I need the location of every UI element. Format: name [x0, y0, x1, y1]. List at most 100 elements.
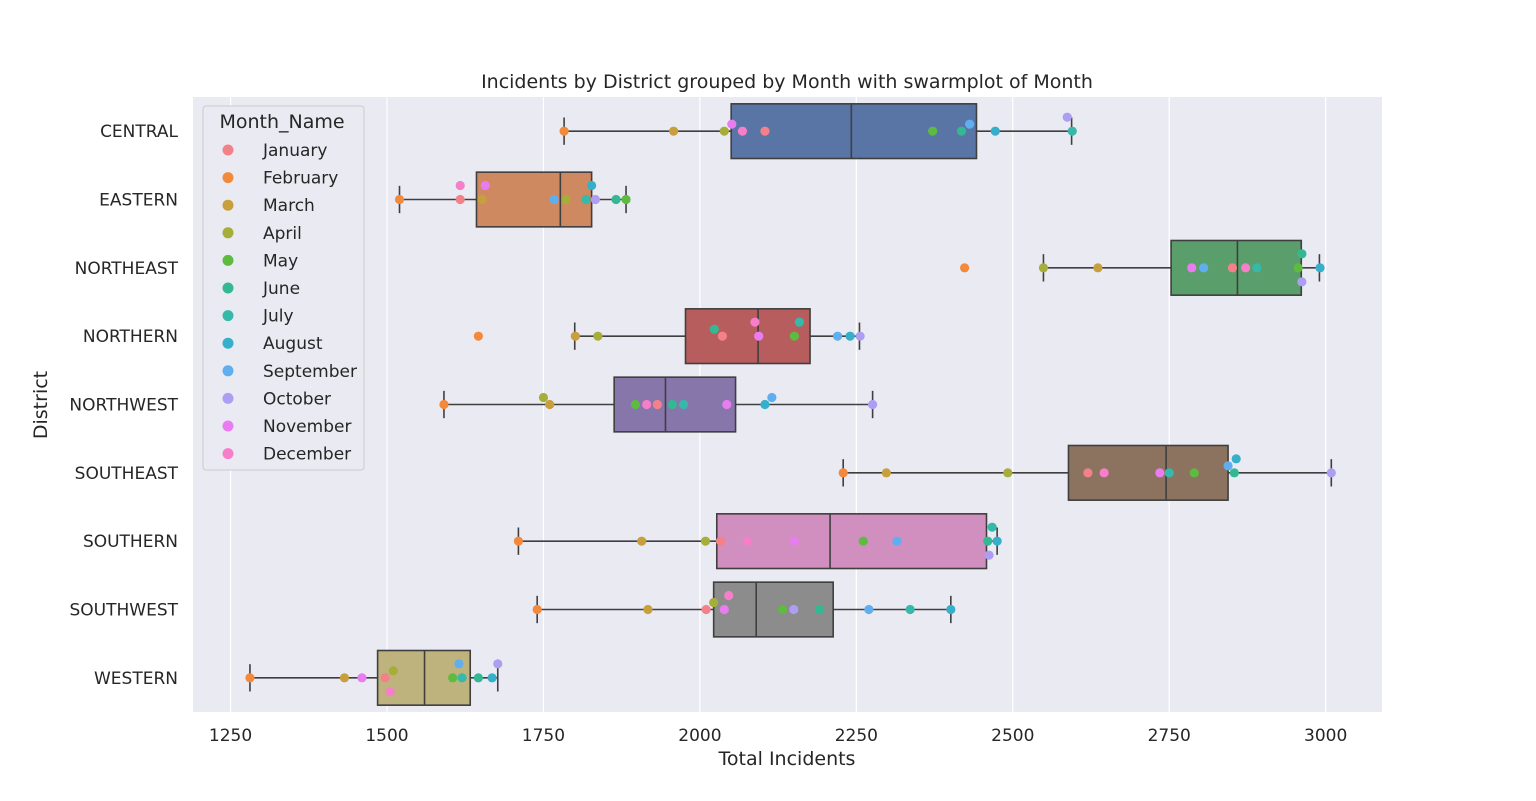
y-tick-label: CENTRAL	[100, 122, 178, 142]
swarm-point	[513, 536, 524, 546]
swarm-point	[561, 194, 571, 205]
swarm-point	[858, 536, 868, 546]
swarm-point	[767, 392, 777, 403]
swarm-point	[439, 399, 449, 410]
swarm-point	[701, 604, 711, 615]
x-tick-label: 3000	[1304, 726, 1347, 746]
swarm-point	[679, 399, 689, 410]
legend-marker	[222, 310, 234, 322]
swarm-point	[777, 604, 788, 615]
swarm-point	[1223, 461, 1233, 471]
swarm-point	[722, 399, 732, 410]
swarm-point	[652, 399, 662, 410]
y-tick-label: SOUTHERN	[83, 532, 178, 552]
x-axis-ticks: 1250 1500 1750 2000 2250 2500 2750 3000	[209, 726, 1347, 746]
legend-marker	[222, 365, 234, 377]
swarm-point	[956, 126, 967, 136]
swarm-point	[630, 399, 641, 410]
swarm-point	[1038, 263, 1049, 273]
swarm-point	[750, 317, 760, 327]
swarm-point	[789, 331, 799, 341]
swarm-point	[959, 263, 970, 273]
y-tick-label: NORTHERN	[83, 327, 178, 347]
legend: Month_Name January February March April May J…	[202, 105, 365, 471]
swarm-point	[717, 331, 728, 341]
swarm-point	[983, 536, 993, 546]
swarm-point	[637, 536, 647, 546]
swarm-point	[1067, 126, 1077, 136]
swarm-point	[1297, 277, 1307, 287]
swarm-point	[1227, 263, 1238, 273]
swarm-point	[457, 673, 467, 683]
swarm-point	[1099, 468, 1109, 478]
x-tick-label: 2250	[835, 726, 878, 746]
swarm-point	[709, 324, 719, 334]
y-axis-ticks: CENTRAL EASTERN NORTHEAST NORTHERN NORTHWEST…	[69, 122, 178, 689]
swarm-point	[388, 666, 398, 676]
swarm-point	[719, 126, 729, 136]
box-southwest	[712, 581, 834, 638]
y-tick-label: NORTHEAST	[75, 259, 179, 279]
legend-entry-label: June	[262, 279, 300, 299]
swarm-point	[864, 604, 874, 615]
legend-marker	[222, 282, 234, 294]
swarm-point	[928, 126, 938, 136]
swarm-point	[339, 673, 350, 683]
swarm-point	[357, 673, 367, 683]
legend-entry-label: April	[263, 224, 302, 244]
y-tick-label: SOUTHEAST	[75, 464, 179, 484]
swarm-point	[881, 468, 891, 478]
swarm-point	[965, 119, 975, 129]
legend-marker	[222, 144, 234, 156]
x-tick-label: 2750	[1148, 726, 1191, 746]
swarm-point	[855, 331, 865, 341]
swarm-point	[1297, 249, 1307, 259]
swarm-point	[789, 604, 799, 615]
box-southern	[715, 513, 988, 570]
swarm-point	[480, 180, 490, 191]
y-axis-label: District	[30, 371, 52, 439]
swarm-point	[1231, 454, 1241, 464]
swarm-point	[538, 392, 549, 403]
swarm-point	[473, 331, 483, 341]
legend-entry-label: May	[263, 251, 298, 271]
legend-marker	[222, 227, 234, 239]
legend-marker	[222, 448, 234, 460]
swarm-point	[1155, 468, 1165, 478]
swarm-point	[621, 194, 631, 205]
swarm-point	[892, 536, 902, 546]
swarm-point	[990, 126, 1000, 136]
swarm-point	[590, 194, 600, 205]
swarm-point	[1252, 263, 1262, 273]
swarm-point	[593, 331, 603, 341]
swarm-point	[845, 331, 855, 341]
swarm-point	[984, 550, 994, 560]
swarm-point	[719, 604, 729, 615]
swarm-point	[794, 317, 804, 327]
swarm-point	[814, 604, 825, 615]
swarm-point	[380, 673, 390, 683]
swarm-point	[487, 673, 497, 683]
legend-marker	[222, 420, 234, 432]
swarm-point	[760, 399, 770, 410]
swarm-point	[1229, 468, 1239, 478]
legend-entry-label: September	[263, 362, 357, 382]
swarm-point	[394, 194, 405, 205]
swarm-point	[709, 597, 719, 608]
swarm-point	[727, 119, 737, 129]
swarm-point	[549, 194, 559, 205]
swarm-point	[715, 536, 726, 546]
swarm-point	[754, 331, 764, 341]
legend-entry-label: March	[263, 196, 315, 216]
swarm-points	[245, 112, 1336, 697]
swarm-point	[559, 126, 569, 136]
swarm-point	[473, 673, 483, 683]
swarm-point	[643, 604, 653, 615]
swarm-point	[1062, 112, 1072, 122]
swarm-point	[946, 604, 956, 615]
legend-entry-label: January	[262, 141, 327, 161]
x-tick-label: 1500	[365, 726, 408, 746]
y-tick-label: WESTERN	[94, 669, 178, 689]
x-tick-label: 1750	[522, 726, 565, 746]
